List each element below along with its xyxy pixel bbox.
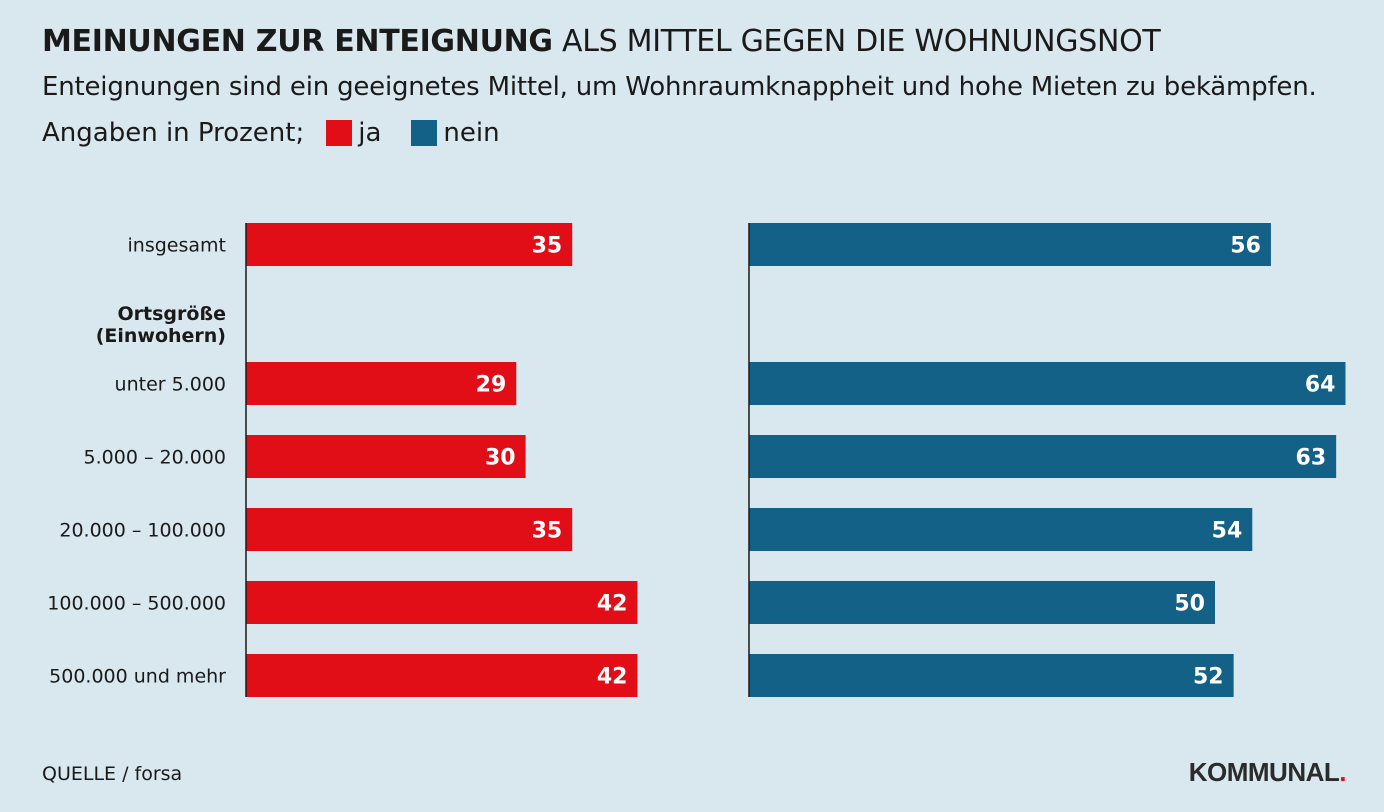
- bar-ja: [246, 581, 638, 624]
- legend-label-ja: ja: [358, 118, 382, 148]
- category-label: 5.000 – 20.000: [84, 447, 226, 469]
- legend: Angaben in Prozent; ja nein: [42, 118, 500, 148]
- group-label: (Einwohern): [96, 325, 226, 347]
- value-label-ja: 42: [597, 665, 628, 690]
- category-label: 20.000 – 100.000: [59, 520, 226, 542]
- value-label-ja: 30: [485, 446, 516, 471]
- chart-subtitle: Enteignungen sind ein geeignetes Mittel,…: [42, 72, 1317, 102]
- bar-nein: [749, 581, 1215, 624]
- legend-prefix: Angaben in Prozent;: [42, 118, 305, 148]
- value-label-nein: 52: [1193, 665, 1224, 690]
- bar-ja: [246, 435, 526, 478]
- bar-nein: [749, 508, 1253, 551]
- category-label: unter 5.000: [115, 374, 226, 396]
- bar-nein: [749, 362, 1346, 405]
- chart-title: MEINUNGEN ZUR ENTEIGNUNG ALS MITTEL GEGE…: [42, 24, 1161, 59]
- value-label-ja: 35: [532, 234, 563, 259]
- value-label-nein: 63: [1296, 446, 1327, 471]
- title-rest: ALS MITTEL GEGEN DIE WOHNUNGSNOT: [562, 24, 1161, 59]
- bar-nein: [749, 223, 1271, 266]
- value-label-nein: 50: [1174, 592, 1205, 617]
- bar-nein: [749, 435, 1337, 478]
- legend-label-nein: nein: [443, 118, 500, 148]
- value-label-ja: 35: [532, 519, 563, 544]
- value-label-ja: 42: [597, 592, 628, 617]
- category-label: 500.000 und mehr: [49, 666, 226, 688]
- category-label: 100.000 – 500.000: [47, 593, 226, 615]
- bar-nein: [749, 654, 1234, 697]
- kommunal-logo: KOMMUNAL.: [1188, 757, 1347, 787]
- legend-swatch-ja: [326, 120, 353, 146]
- value-label-nein: 54: [1212, 519, 1243, 544]
- legend-item-ja: ja: [326, 118, 381, 148]
- title-bold: MEINUNGEN ZUR ENTEIGNUNG: [42, 24, 553, 59]
- bar-ja: [246, 362, 517, 405]
- group-label: Ortsgröße: [118, 303, 227, 325]
- bar-ja: [246, 223, 573, 266]
- legend-item-nein: nein: [411, 118, 500, 148]
- value-label-ja: 29: [476, 373, 507, 398]
- category-label: insgesamt: [128, 235, 226, 257]
- bar-ja: [246, 508, 573, 551]
- bar-ja: [246, 654, 638, 697]
- source-note: QUELLE / forsa: [42, 763, 183, 785]
- value-label-nein: 64: [1305, 373, 1336, 398]
- legend-swatch-nein: [411, 120, 438, 146]
- value-label-nein: 56: [1230, 234, 1261, 259]
